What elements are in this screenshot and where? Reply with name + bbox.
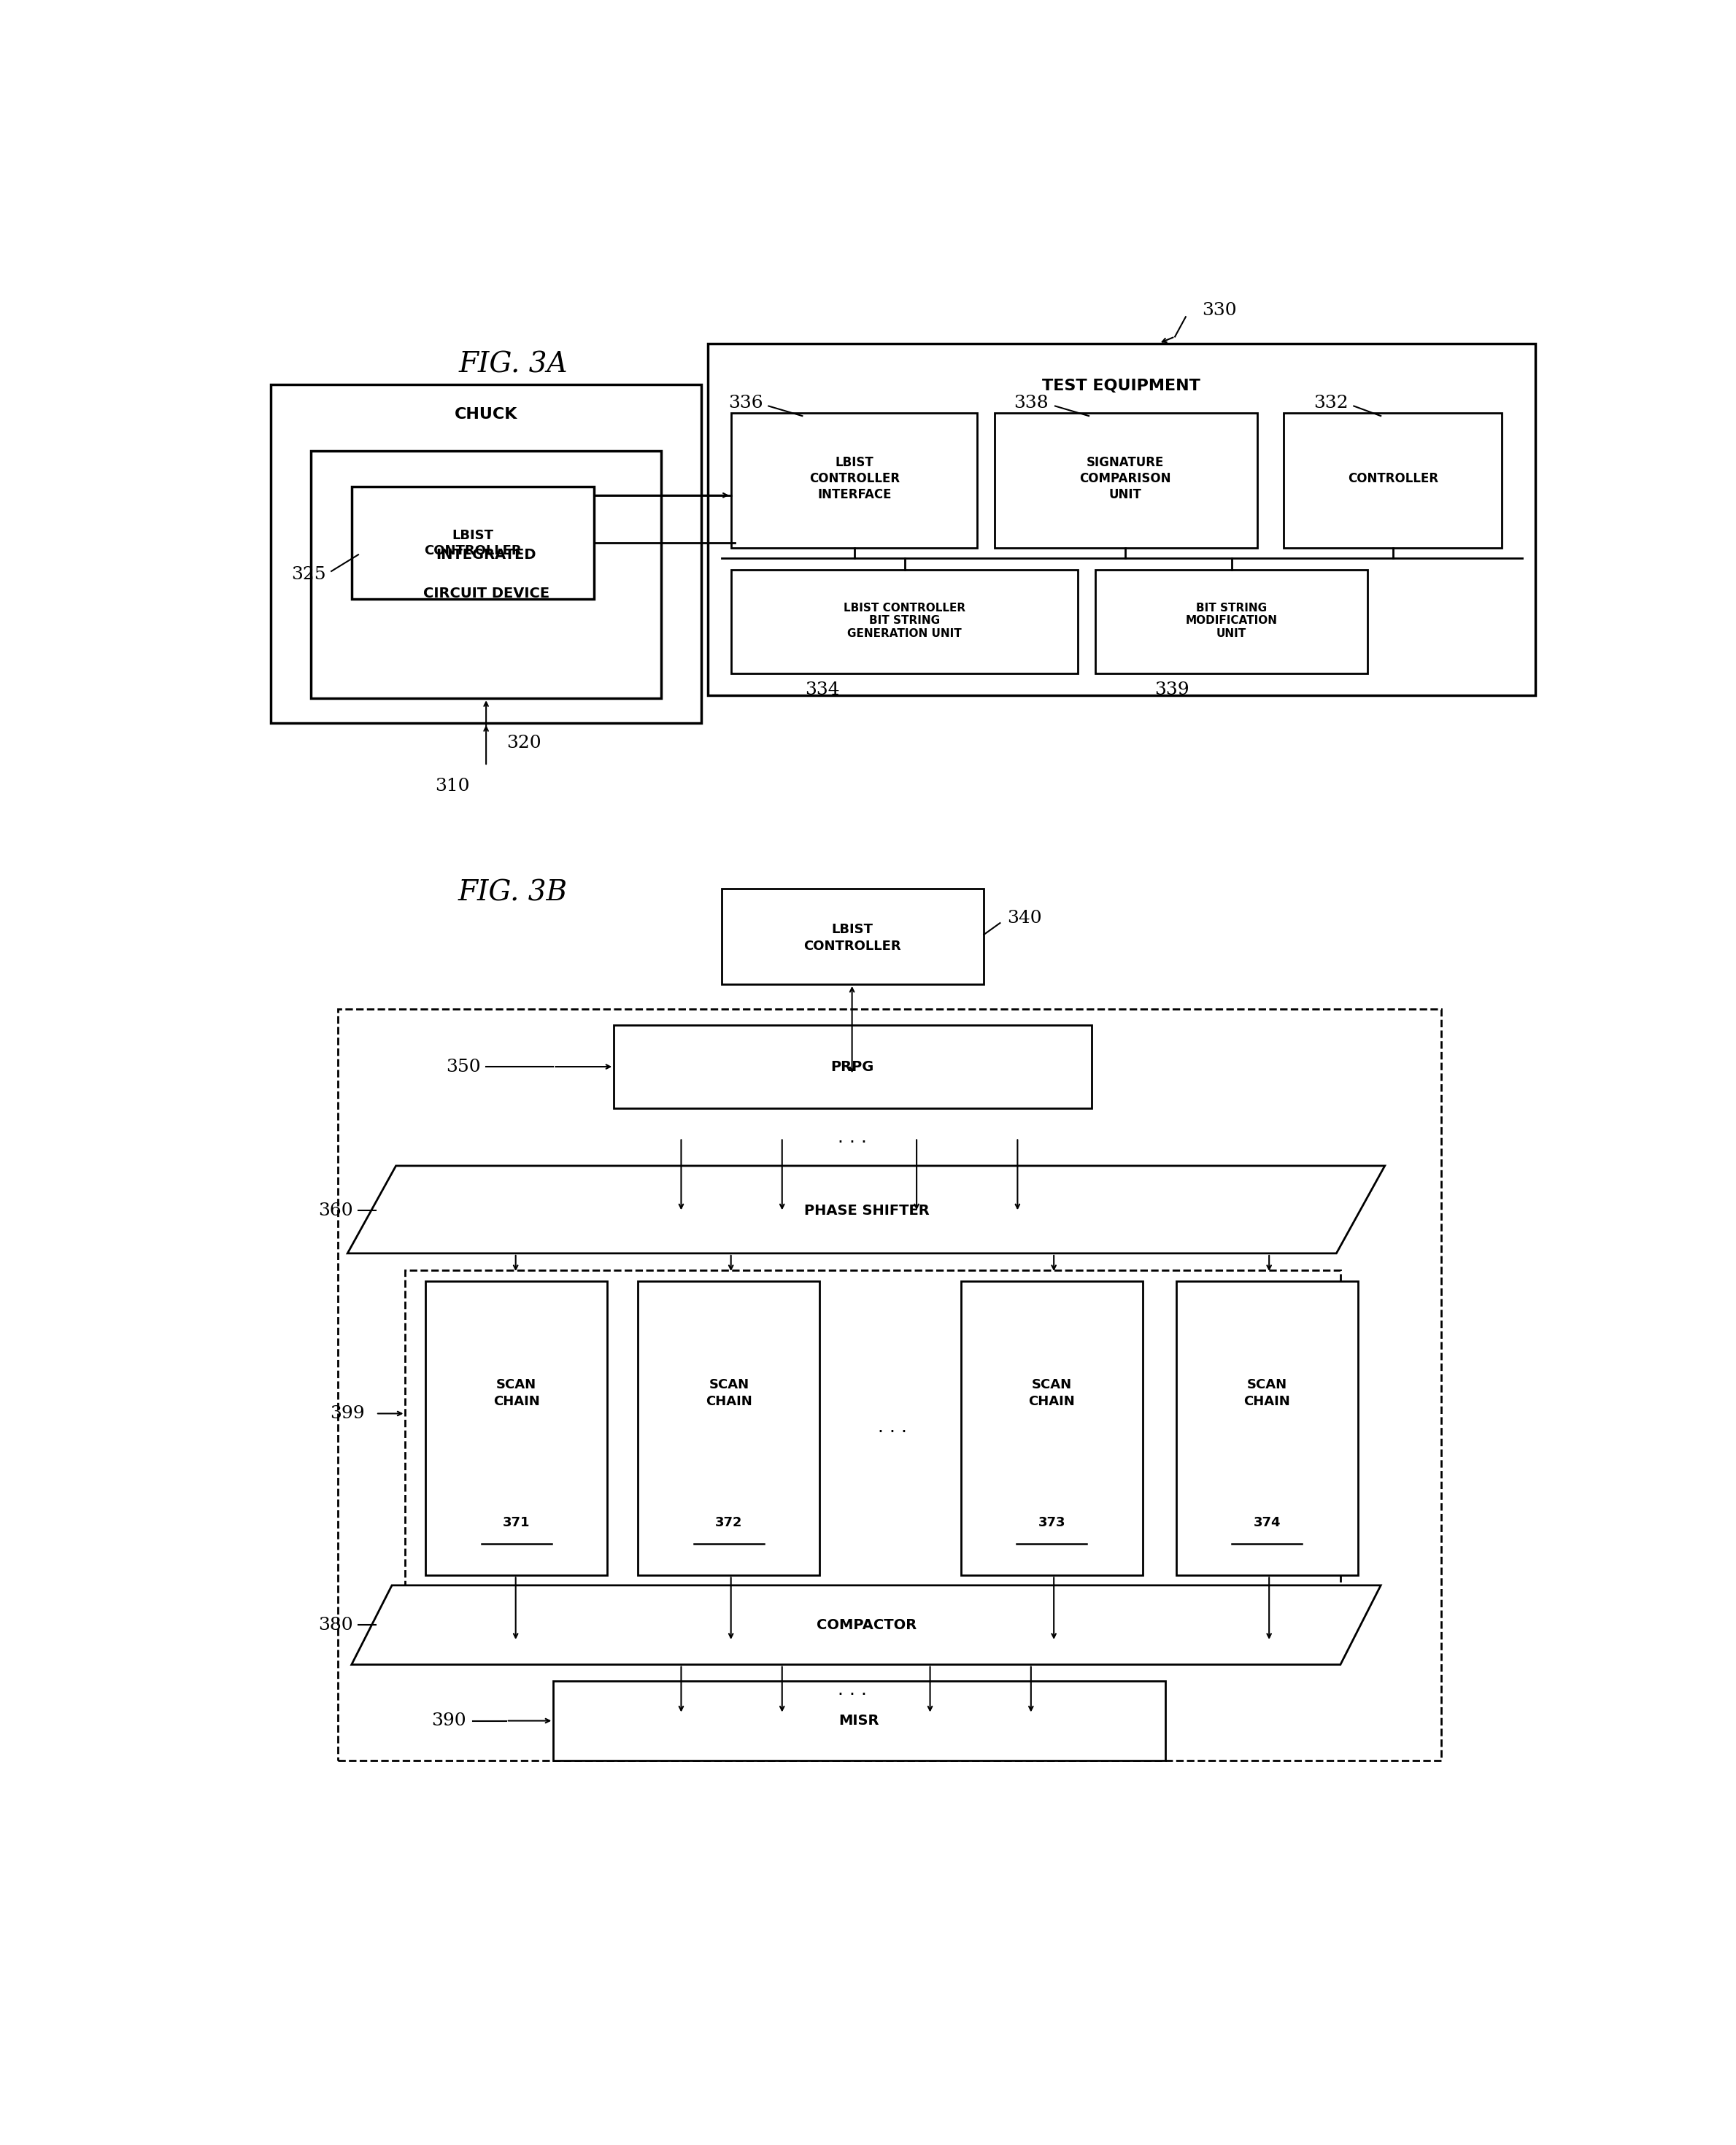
Text: LBIST CONTROLLER
BIT STRING
GENERATION UNIT: LBIST CONTROLLER BIT STRING GENERATION U… bbox=[844, 603, 965, 639]
Text: FIG. 3A: FIG. 3A bbox=[458, 352, 568, 378]
Text: 339: 339 bbox=[1154, 682, 1189, 699]
Text: SCAN
CHAIN: SCAN CHAIN bbox=[1028, 1379, 1075, 1407]
Text: 336: 336 bbox=[729, 395, 764, 412]
FancyBboxPatch shape bbox=[554, 1682, 1165, 1761]
Text: 399: 399 bbox=[330, 1405, 365, 1422]
FancyBboxPatch shape bbox=[1177, 1281, 1358, 1574]
FancyBboxPatch shape bbox=[731, 412, 977, 549]
Text: TEST EQUIPMENT: TEST EQUIPMENT bbox=[1042, 380, 1200, 393]
Text: PHASE SHIFTER: PHASE SHIFTER bbox=[804, 1203, 929, 1218]
FancyBboxPatch shape bbox=[404, 1270, 1340, 1592]
FancyBboxPatch shape bbox=[995, 412, 1257, 549]
Text: 310: 310 bbox=[436, 776, 470, 794]
Text: LBIST
CONTROLLER: LBIST CONTROLLER bbox=[424, 530, 521, 558]
FancyBboxPatch shape bbox=[351, 487, 594, 598]
Text: 380: 380 bbox=[318, 1617, 352, 1632]
Text: 371: 371 bbox=[503, 1517, 529, 1529]
Text: 390: 390 bbox=[431, 1712, 465, 1729]
Text: LBIST
CONTROLLER: LBIST CONTROLLER bbox=[804, 922, 901, 952]
FancyBboxPatch shape bbox=[615, 1025, 1092, 1109]
Text: SCAN
CHAIN: SCAN CHAIN bbox=[493, 1379, 540, 1407]
Text: 373: 373 bbox=[1038, 1517, 1066, 1529]
Text: CONTROLLER: CONTROLLER bbox=[1347, 472, 1437, 485]
Text: 334: 334 bbox=[806, 682, 840, 699]
Text: 360: 360 bbox=[318, 1201, 352, 1218]
Text: MISR: MISR bbox=[838, 1714, 878, 1727]
Text: 320: 320 bbox=[507, 734, 542, 751]
FancyBboxPatch shape bbox=[311, 450, 661, 699]
FancyBboxPatch shape bbox=[271, 384, 701, 723]
Text: 325: 325 bbox=[292, 566, 326, 583]
Text: CHUCK: CHUCK bbox=[455, 408, 517, 423]
Text: . . .: . . . bbox=[837, 1682, 866, 1699]
FancyBboxPatch shape bbox=[962, 1281, 1142, 1574]
Text: 330: 330 bbox=[1201, 302, 1236, 320]
Text: 340: 340 bbox=[1007, 909, 1042, 927]
FancyBboxPatch shape bbox=[339, 1008, 1441, 1761]
Text: FIG. 3B: FIG. 3B bbox=[458, 879, 568, 907]
Text: SCAN
CHAIN: SCAN CHAIN bbox=[705, 1379, 752, 1407]
FancyBboxPatch shape bbox=[1095, 571, 1368, 674]
Text: 372: 372 bbox=[715, 1517, 743, 1529]
Text: . . .: . . . bbox=[837, 1128, 866, 1145]
Text: LBIST
CONTROLLER
INTERFACE: LBIST CONTROLLER INTERFACE bbox=[809, 457, 899, 502]
Text: 338: 338 bbox=[1014, 395, 1049, 412]
FancyBboxPatch shape bbox=[639, 1281, 819, 1574]
FancyBboxPatch shape bbox=[708, 343, 1535, 695]
Polygon shape bbox=[351, 1585, 1380, 1665]
FancyBboxPatch shape bbox=[722, 888, 984, 985]
Text: SCAN
CHAIN: SCAN CHAIN bbox=[1243, 1379, 1290, 1407]
Text: SIGNATURE
COMPARISON
UNIT: SIGNATURE COMPARISON UNIT bbox=[1080, 457, 1172, 502]
Polygon shape bbox=[347, 1167, 1385, 1253]
FancyBboxPatch shape bbox=[1285, 412, 1502, 549]
Text: 350: 350 bbox=[446, 1057, 481, 1075]
Text: INTEGRATED

CIRCUIT DEVICE: INTEGRATED CIRCUIT DEVICE bbox=[424, 549, 549, 601]
FancyBboxPatch shape bbox=[731, 571, 1078, 674]
Text: 374: 374 bbox=[1253, 1517, 1281, 1529]
Text: BIT STRING
MODIFICATION
UNIT: BIT STRING MODIFICATION UNIT bbox=[1186, 603, 1278, 639]
FancyBboxPatch shape bbox=[425, 1281, 608, 1574]
Text: 332: 332 bbox=[1314, 395, 1349, 412]
Text: COMPACTOR: COMPACTOR bbox=[816, 1617, 917, 1632]
Text: . . .: . . . bbox=[878, 1418, 906, 1435]
Text: PRPG: PRPG bbox=[830, 1060, 873, 1075]
